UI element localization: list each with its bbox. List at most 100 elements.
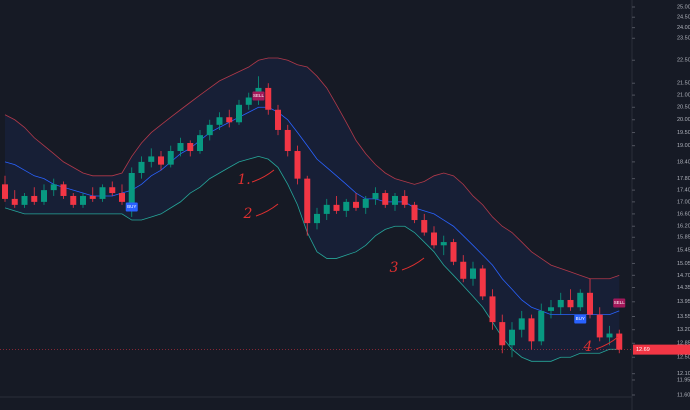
y-tick-label: 19.00: [677, 143, 690, 149]
candle-body: [99, 187, 106, 199]
price-label: 12.69: [636, 347, 650, 353]
candle-body: [187, 143, 194, 152]
candle-body: [333, 204, 340, 211]
candle-body: [499, 322, 506, 346]
signal-label: SELL: [253, 93, 265, 98]
hand-note: 3: [390, 260, 399, 276]
candle-body: [41, 190, 47, 202]
signal-box: [125, 202, 138, 212]
candle-body: [577, 292, 584, 308]
hand-arrow: [255, 203, 279, 217]
candle-body: [265, 87, 272, 110]
y-tick-label: 17.80: [677, 176, 690, 182]
candle-body: [60, 184, 67, 196]
candle-body: [479, 268, 486, 297]
candle-body: [606, 333, 613, 338]
hand-note: 1.: [237, 172, 250, 188]
y-tick-label: 20.50: [677, 105, 690, 111]
signal-box: [252, 91, 265, 101]
y-tick-label: 18.40: [677, 159, 690, 165]
hand-arrow: [251, 169, 275, 183]
candle-body: [128, 172, 135, 211]
signal-box: [574, 314, 587, 324]
signal-box: [613, 298, 626, 308]
y-tick-label: 12.50: [677, 355, 690, 361]
hand-arrow: [595, 336, 619, 350]
y-tick-label: 24.00: [677, 25, 690, 31]
candle-body: [177, 143, 184, 152]
candle-body: [557, 299, 564, 308]
band-fill: [5, 57, 620, 362]
candle-body: [372, 193, 379, 199]
candle-body: [587, 292, 593, 315]
candle-body: [11, 198, 18, 205]
candle-body: [440, 242, 447, 246]
candle-body: [197, 135, 203, 152]
candle-body: [216, 117, 223, 125]
y-tick-label: 17.40: [677, 188, 690, 194]
candle-body: [382, 193, 389, 205]
candle-body: [567, 299, 574, 308]
y-tick-label: 16.60: [677, 211, 690, 217]
candle-body: [489, 296, 496, 323]
candle-body: [343, 201, 350, 211]
candle-body: [89, 195, 96, 199]
y-tick-label: 19.50: [677, 130, 690, 136]
candle-body: [304, 178, 311, 224]
candle-body: [362, 198, 369, 208]
band-line: [4, 156, 620, 362]
y-tick-label: 23.50: [677, 36, 690, 42]
candle-body: [509, 329, 515, 346]
candle-body: [158, 156, 164, 165]
candle-body: [353, 201, 359, 208]
y-tick-label: 22.50: [677, 58, 690, 64]
candle-body: [528, 318, 535, 342]
candle-body: [236, 104, 242, 123]
signal-label: SELL: [614, 300, 626, 305]
candle-body: [294, 151, 301, 179]
y-tick-label: 15.85: [677, 235, 690, 241]
y-tick-label: 15.45: [677, 248, 690, 254]
candle-body: [50, 184, 57, 191]
signal-label: BUY: [576, 316, 585, 321]
candle-body: [470, 268, 476, 279]
y-tick-label: 20.00: [677, 117, 690, 123]
band-line: [4, 106, 620, 316]
y-tick-label: 16.20: [677, 224, 690, 230]
y-tick-label: 13.55: [677, 314, 690, 320]
candle-body: [518, 318, 525, 330]
y-tick-label: 11.95: [677, 377, 690, 383]
candle-body: [450, 242, 457, 262]
candle-body: [2, 184, 8, 199]
y-tick-label: 12.10: [677, 371, 690, 377]
hand-arrow: [401, 257, 425, 271]
hand-note: 4: [583, 339, 593, 355]
candle-body: [421, 220, 428, 233]
y-tick-label: 21.50: [677, 81, 690, 87]
signal-label: BUY: [127, 204, 136, 209]
y-tick-label: 17.00: [677, 199, 690, 205]
candle-body: [314, 213, 320, 224]
candle-body: [392, 195, 398, 205]
y-tick-label: 12.85: [677, 341, 690, 347]
price-tag: [633, 344, 690, 355]
candle-body: [245, 97, 252, 105]
y-tick-label: 25.00: [677, 4, 690, 10]
candle-body: [119, 193, 125, 202]
candle-body: [411, 204, 418, 221]
candle-body: [167, 151, 174, 165]
y-tick-label: 14.35: [677, 285, 690, 291]
candle-body: [109, 187, 116, 194]
candle-body: [431, 232, 437, 246]
candle-body: [206, 124, 213, 136]
y-tick-label: 24.50: [677, 15, 690, 21]
hand-note: 2: [243, 206, 253, 222]
candle-body: [323, 204, 330, 214]
y-tick-label: 13.95: [677, 299, 690, 305]
y-tick-label: 13.20: [677, 327, 690, 333]
candle-body: [616, 333, 623, 350]
candle-body: [80, 195, 86, 205]
y-tick-label: 14.70: [677, 273, 690, 279]
y-tick-label: 15.05: [677, 261, 690, 267]
